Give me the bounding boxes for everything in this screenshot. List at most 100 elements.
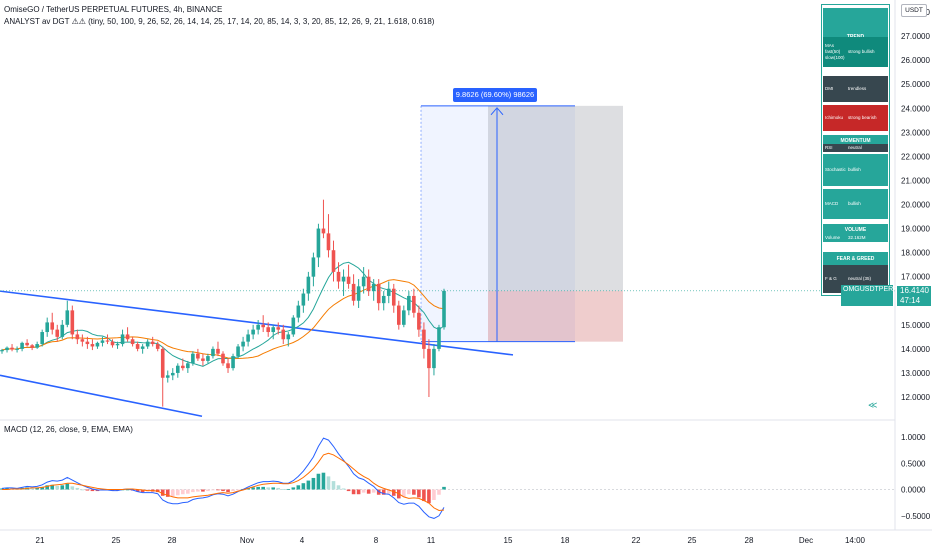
candle-body — [271, 327, 276, 333]
macd-histogram-bar — [361, 489, 366, 493]
macd-line — [1, 437, 445, 519]
y-tick-label: 23.0000 — [901, 128, 930, 137]
x-tick-label: Nov — [240, 536, 254, 545]
panel-row-key: Stochastic — [825, 167, 846, 172]
panel-row-value: neutral (35) — [848, 276, 872, 281]
candle-body — [186, 363, 190, 369]
candle-body — [191, 353, 195, 364]
candle-body — [336, 271, 341, 282]
macd-histogram-bar — [206, 489, 210, 492]
macd-histogram-bar — [125, 489, 130, 491]
candle-body — [231, 356, 235, 369]
candle-body — [35, 344, 39, 348]
panel-row: MAs fast(50) slow(100) strong bullish — [823, 37, 888, 67]
candle-body — [412, 295, 416, 313]
macd-histogram-bar — [291, 487, 296, 490]
candle-body — [331, 250, 336, 272]
candle-body — [90, 344, 95, 347]
panel-row: Volume 32.162M — [823, 233, 888, 242]
candle-body — [226, 363, 230, 369]
candle-body — [150, 341, 155, 345]
y-tick-label: 12.0000 — [901, 393, 930, 402]
panel-row-value: trendless — [848, 86, 867, 91]
candle-body — [175, 365, 180, 373]
loss-zone — [488, 290, 623, 342]
macd-histogram-bar — [351, 489, 356, 495]
candle-body — [311, 257, 316, 277]
macd-histogram-bar — [140, 489, 145, 493]
candle-body — [145, 341, 150, 347]
macd-histogram-bar — [165, 489, 170, 497]
candle-body — [341, 276, 346, 282]
x-tick-label: 4 — [300, 536, 305, 545]
x-tick-label: 28 — [168, 536, 177, 545]
channel-upper-line — [0, 290, 514, 356]
panel-row: DMI trendless — [823, 76, 888, 102]
candle-body — [30, 345, 34, 348]
candle-body — [20, 342, 24, 349]
macd-histogram-bar — [407, 489, 411, 495]
last-price-label: 16.4140 47:14 — [897, 286, 931, 306]
macd-histogram-bar — [201, 489, 205, 492]
macd-histogram-bar — [80, 489, 85, 491]
candle-body — [165, 375, 170, 378]
macd-histogram-bar — [75, 487, 80, 490]
candle-body — [326, 233, 331, 251]
panel-row-key: DMI — [825, 86, 834, 91]
analyst-panel: TRENDMAs fast(50) slow(100)strong bullis… — [821, 4, 890, 296]
panel-section-title: FEAR & GREED — [823, 252, 888, 266]
candle-body — [170, 372, 175, 376]
macd-histogram-bar — [30, 488, 34, 490]
macd-histogram-bar — [386, 489, 391, 494]
y-tick-label: 22.0000 — [901, 152, 930, 161]
candle-body — [65, 310, 70, 325]
candle-body — [125, 334, 130, 340]
macd-histogram-bar — [422, 489, 426, 502]
candle-body — [306, 276, 311, 294]
panel-row-value: neutral — [848, 145, 862, 150]
x-tick-label: 21 — [36, 536, 45, 545]
candle-body — [442, 290, 446, 328]
candle-body — [361, 276, 366, 287]
y-tick-label: 21.0000 — [901, 176, 930, 185]
candle-body — [381, 295, 386, 304]
candle-body — [201, 358, 205, 361]
candle-body — [95, 342, 100, 347]
candle-body — [386, 288, 391, 296]
candle-body — [120, 334, 125, 345]
panel-row-key: F & G — [825, 276, 837, 281]
macd-histogram-bar — [321, 472, 326, 490]
x-tick-label: 11 — [427, 536, 436, 545]
macd-histogram-bar — [442, 486, 446, 490]
candle-body — [160, 348, 165, 378]
macd-histogram-bar — [231, 489, 235, 492]
panel-row: MACD bullish — [823, 189, 888, 219]
candle-body — [296, 305, 301, 318]
candle-body — [346, 276, 351, 284]
macd-histogram-bar — [281, 488, 286, 490]
macd-histogram-bar — [301, 483, 306, 490]
macd-histogram-bar — [170, 489, 175, 497]
candle-body — [261, 324, 265, 328]
candle-body — [10, 347, 14, 350]
x-tick-label: Dec — [799, 536, 813, 545]
macd-tick-label: 1.0000 — [901, 433, 926, 442]
macd-histogram-bar — [135, 489, 140, 492]
x-tick-label: 25 — [688, 536, 697, 545]
macd-histogram-bar — [55, 485, 60, 490]
candle-body — [196, 353, 200, 359]
candle-body — [85, 341, 90, 345]
macd-tick-label: −0.5000 — [901, 512, 931, 521]
bar-countdown: 47:14 — [900, 296, 921, 305]
macd-tick-label: 0.0000 — [901, 486, 926, 495]
candle-body — [316, 228, 321, 258]
candle-body — [5, 347, 9, 351]
macd-histogram-bar — [296, 485, 301, 490]
macd-histogram-bar — [65, 483, 70, 490]
currency-button[interactable]: USDT — [901, 4, 927, 17]
macd-histogram-bar — [40, 486, 44, 490]
candle-body — [396, 305, 401, 325]
macd-histogram-bar — [211, 489, 215, 491]
panel-row-value: strong bearish — [848, 115, 877, 120]
